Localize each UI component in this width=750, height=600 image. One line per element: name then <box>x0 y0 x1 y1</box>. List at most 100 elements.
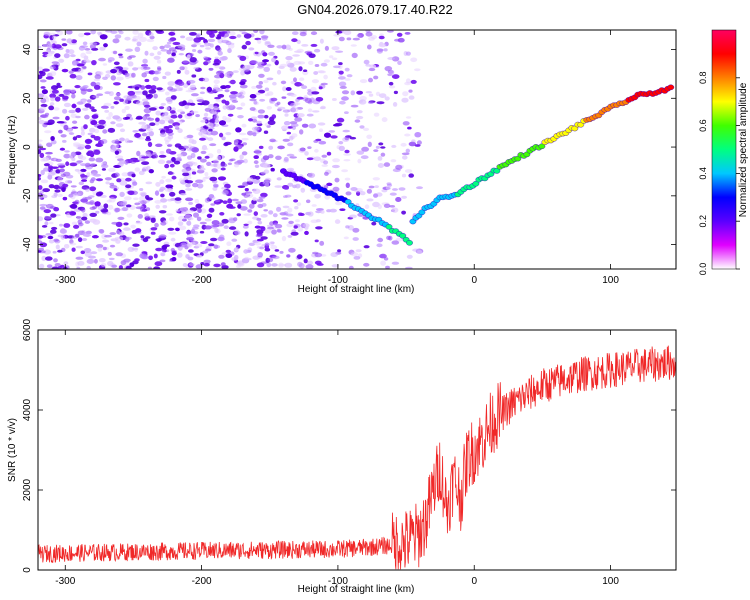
noise-blob <box>45 233 54 236</box>
spectrogram-y-tick-label: -40 <box>22 237 33 252</box>
noise-blob <box>117 236 124 242</box>
noise-blob <box>115 93 122 96</box>
noise-blob <box>275 155 282 160</box>
noise-blob <box>136 150 141 157</box>
noise-blob <box>105 181 110 185</box>
noise-blob <box>44 32 50 36</box>
noise-blob <box>100 194 107 198</box>
noise-blob <box>259 30 265 35</box>
noise-blob <box>72 136 78 141</box>
noise-blob <box>270 97 278 102</box>
noise-blob <box>222 115 227 121</box>
noise-blob <box>221 186 227 190</box>
noise-blob <box>124 105 130 111</box>
noise-blob <box>97 247 103 252</box>
noise-blob <box>289 156 298 159</box>
noise-blob <box>75 245 83 249</box>
noise-blob <box>324 45 329 51</box>
noise-blob <box>111 264 118 268</box>
noise-blob <box>168 38 175 43</box>
noise-blob <box>324 171 329 176</box>
noise-blob <box>153 93 158 99</box>
noise-blob <box>142 58 148 64</box>
noise-blob <box>321 154 328 158</box>
noise-blob <box>185 166 192 171</box>
noise-blob <box>38 119 45 125</box>
noise-blob <box>285 56 293 61</box>
noise-blob <box>118 53 123 56</box>
noise-blob <box>210 237 218 242</box>
noise-blob <box>115 252 123 257</box>
noise-blob <box>405 148 410 153</box>
noise-blob <box>286 254 291 258</box>
noise-blob <box>270 167 275 172</box>
noise-blob <box>110 75 117 81</box>
noise-blob <box>119 191 125 197</box>
noise-blob <box>140 85 146 90</box>
noise-blob <box>69 73 77 79</box>
noise-blob <box>174 197 182 201</box>
noise-blob <box>254 51 259 55</box>
noise-blob <box>213 244 219 249</box>
noise-blob <box>205 47 211 50</box>
noise-blob <box>83 58 90 63</box>
noise-blob <box>342 129 350 133</box>
noise-blob <box>144 113 150 117</box>
noise-blob <box>310 31 318 36</box>
noise-blob <box>215 70 223 76</box>
ridge-point <box>385 223 393 230</box>
snr-x-ticks: -300 -200 -100 0 100 <box>55 330 619 587</box>
noise-blob <box>226 203 234 209</box>
noise-blob <box>135 228 142 233</box>
noise-blob <box>282 86 287 92</box>
noise-blob <box>116 76 124 81</box>
noise-blob <box>378 142 384 146</box>
noise-blob <box>186 209 194 213</box>
noise-blob <box>258 196 266 199</box>
noise-blob <box>73 144 82 148</box>
noise-blob <box>196 216 202 222</box>
noise-blob <box>40 169 45 176</box>
noise-blob <box>266 262 272 268</box>
noise-blob <box>320 62 328 67</box>
noise-blob <box>141 124 148 130</box>
noise-blob <box>71 247 76 252</box>
noise-blob <box>38 250 42 253</box>
noise-blob <box>228 218 236 224</box>
noise-blob <box>252 188 261 194</box>
noise-blob <box>381 117 388 123</box>
colorbar-tick-label: 0.4 <box>698 167 708 180</box>
noise-blob <box>235 127 242 133</box>
noise-blob <box>141 72 147 78</box>
noise-blob <box>132 181 138 186</box>
noise-blob <box>124 72 130 77</box>
noise-blob <box>75 115 81 119</box>
noise-blob <box>211 220 220 226</box>
noise-blob <box>208 104 215 109</box>
noise-blob <box>146 165 151 171</box>
noise-blob <box>389 205 396 208</box>
noise-blob <box>374 185 379 189</box>
noise-blob <box>359 191 366 196</box>
noise-blob <box>330 252 339 258</box>
noise-blob <box>332 158 340 163</box>
noise-blob <box>180 35 186 39</box>
noise-blob <box>303 258 308 264</box>
noise-blob <box>40 114 49 119</box>
noise-blob <box>169 191 176 197</box>
noise-blob <box>167 188 173 193</box>
colorbar-label: Normalized spectral amplitude <box>738 82 749 217</box>
noise-blob <box>54 189 61 193</box>
noise-blob <box>201 147 209 151</box>
noise-blob <box>237 115 244 119</box>
noise-blob <box>200 129 206 134</box>
noise-blob <box>234 230 241 235</box>
noise-blob <box>391 240 400 245</box>
noise-blob <box>219 132 224 138</box>
noise-blob <box>45 151 53 155</box>
noise-blob <box>89 106 95 110</box>
noise-blob <box>199 230 205 234</box>
noise-blob <box>373 75 379 80</box>
snr-plot-area <box>38 330 676 570</box>
noise-blob <box>109 232 117 236</box>
